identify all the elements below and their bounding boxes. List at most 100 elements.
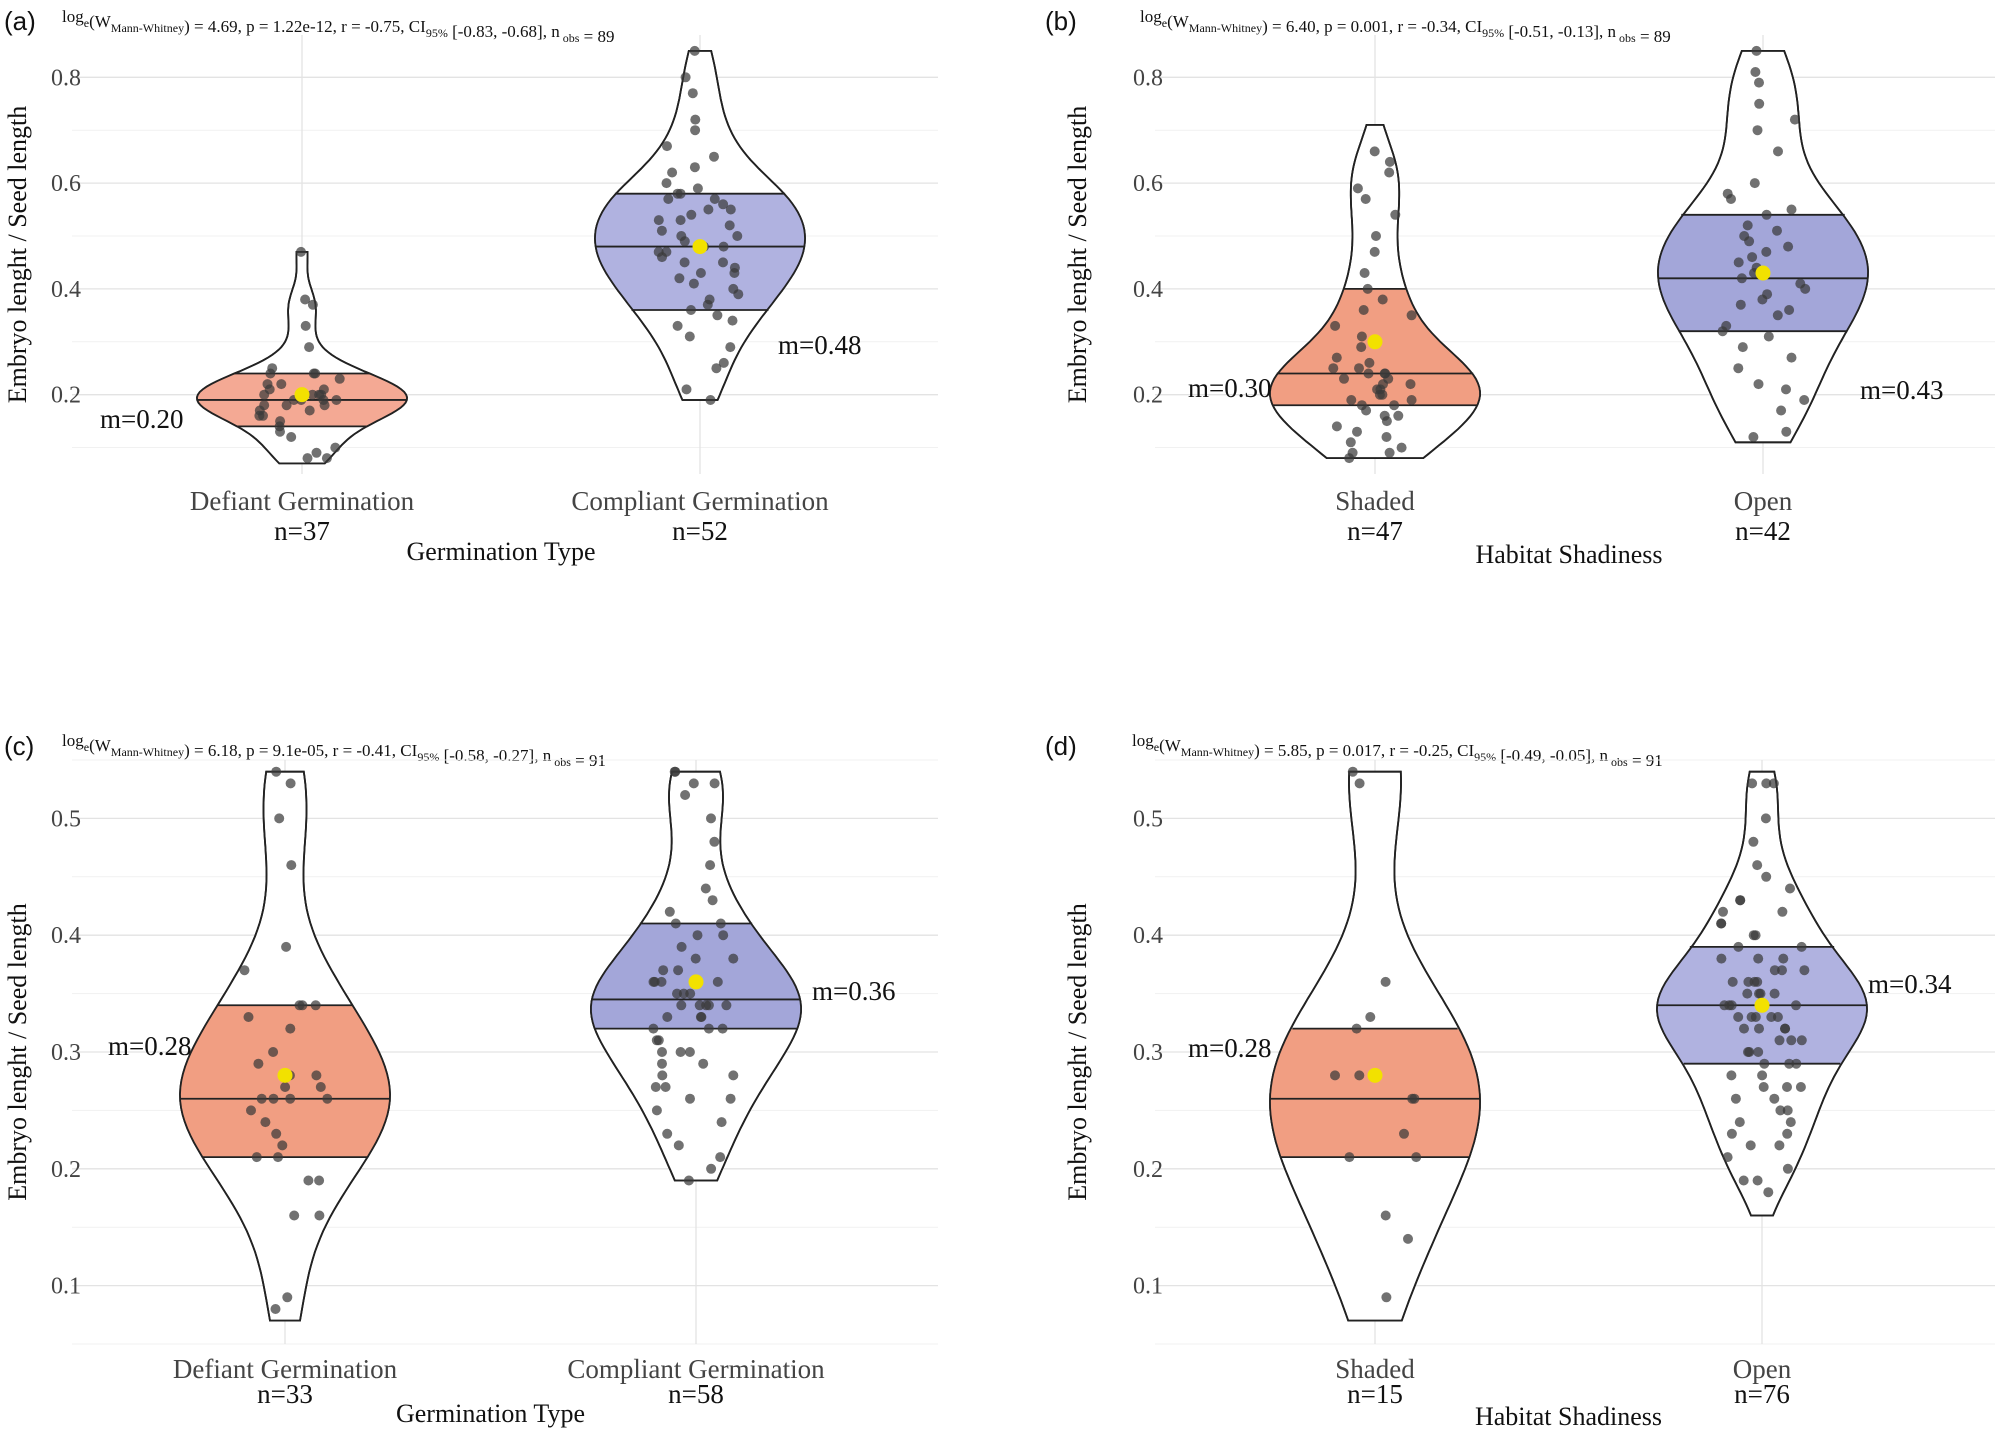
data-point <box>715 918 726 929</box>
x-axis-title: Habitat Shadiness <box>1475 540 1662 569</box>
data-point <box>1362 283 1373 294</box>
data-point <box>1393 410 1404 421</box>
data-point <box>1716 918 1727 929</box>
stats-subscript: e <box>1162 16 1167 30</box>
stats-fragment: r <box>341 17 347 36</box>
x-category-label: Open <box>1733 1354 1792 1384</box>
stats-fragment: ) = 6.40, p = 0.001, <box>1262 17 1397 36</box>
data-point <box>1782 1105 1793 1116</box>
data-point <box>725 342 736 353</box>
violin-group <box>1269 766 1481 1322</box>
data-point <box>651 1105 662 1116</box>
data-point <box>1752 125 1763 136</box>
data-point <box>304 342 315 353</box>
data-point <box>692 930 703 941</box>
data-point <box>1727 976 1738 987</box>
data-point <box>334 373 345 384</box>
data-point <box>648 1023 659 1034</box>
data-point <box>663 194 674 204</box>
data-point <box>1782 1128 1793 1139</box>
mean-point <box>688 974 704 990</box>
data-point <box>1730 1093 1741 1104</box>
y-tick-label: 0.3 <box>51 1040 81 1066</box>
data-point <box>311 1070 322 1081</box>
x-axis-title: Germination Type <box>406 537 595 566</box>
data-point <box>669 766 680 777</box>
data-point <box>1769 965 1780 976</box>
data-point <box>307 299 318 310</box>
data-point <box>282 1292 293 1303</box>
data-point <box>1403 1233 1413 1244</box>
data-point <box>717 1023 728 1034</box>
stats-subtitle: loge(WMann-Whitney) = 4.69, p = 1.22e-12… <box>62 7 614 46</box>
panel-b: (b) loge(WMann-Whitney) = 6.40, p = 0.001… <box>1045 6 1995 569</box>
stats-subtitle: loge(WMann-Whitney) = 6.18, p = 9.1e-05,… <box>62 731 606 770</box>
data-point <box>294 1000 305 1011</box>
mean-point <box>1754 997 1770 1013</box>
data-point <box>1328 363 1339 374</box>
violin-outline <box>1656 770 1868 1217</box>
data-point <box>251 1152 262 1163</box>
data-point <box>1778 953 1789 964</box>
data-point <box>718 199 729 210</box>
data-point <box>648 976 659 987</box>
mean-annotation: m=0.28 <box>1188 1033 1271 1063</box>
data-point <box>1734 1117 1745 1128</box>
data-point <box>1406 395 1417 405</box>
data-point <box>1742 220 1753 231</box>
data-point <box>1363 368 1374 379</box>
data-point <box>702 299 713 310</box>
stats-subscript: obs <box>560 31 580 45</box>
data-point <box>1791 1058 1802 1069</box>
data-point <box>273 1152 283 1163</box>
stats-subscript: Mann-Whitney <box>111 21 184 35</box>
data-point <box>1739 1023 1749 1034</box>
data-point <box>721 1000 732 1011</box>
data-point <box>1786 352 1797 363</box>
data-point <box>1799 965 1810 976</box>
mean-point <box>1755 265 1771 281</box>
data-point <box>660 1082 671 1092</box>
stats-subscript: e <box>1154 740 1159 754</box>
data-point <box>322 1093 333 1104</box>
data-point <box>664 906 675 917</box>
y-tick-label: 0.6 <box>1133 171 1163 197</box>
data-point <box>718 930 729 941</box>
data-point <box>1784 1058 1795 1069</box>
data-point <box>718 357 729 368</box>
data-point <box>680 72 691 83</box>
data-point <box>690 114 701 125</box>
sample-size-label: n=15 <box>1347 1379 1403 1409</box>
stats-fragment: [-0.83, -0.68], n <box>448 22 560 41</box>
data-point <box>657 1047 667 1057</box>
stats-fragment: ) = 4.69, p = 1.22e-12, <box>184 17 341 36</box>
data-point <box>712 310 723 321</box>
data-point <box>1761 246 1772 257</box>
data-point <box>676 1000 687 1011</box>
data-point <box>310 368 321 379</box>
data-point <box>695 268 706 278</box>
data-point <box>1768 778 1779 789</box>
stats-subscript: Mann-Whitney <box>1181 745 1254 759</box>
data-point <box>650 1082 661 1092</box>
data-point <box>1726 194 1736 204</box>
stats-subscript: obs <box>551 755 571 769</box>
data-point <box>1361 405 1372 416</box>
data-point <box>687 88 698 99</box>
data-point <box>1782 1163 1793 1174</box>
y-tick-label: 0.2 <box>51 1157 81 1183</box>
data-point <box>270 1304 281 1314</box>
data-point <box>271 1128 282 1139</box>
data-point <box>1377 389 1388 400</box>
data-point <box>683 1175 694 1186</box>
data-point <box>1381 432 1392 442</box>
data-point <box>258 410 268 421</box>
data-point <box>1776 405 1787 416</box>
data-point <box>1786 1035 1797 1046</box>
sample-size-label: n=47 <box>1347 516 1403 546</box>
data-point <box>1352 183 1363 194</box>
data-point <box>331 395 342 405</box>
data-point <box>1354 363 1364 374</box>
panel-letter: (a) <box>4 6 36 36</box>
y-tick-label: 0.4 <box>51 277 81 303</box>
